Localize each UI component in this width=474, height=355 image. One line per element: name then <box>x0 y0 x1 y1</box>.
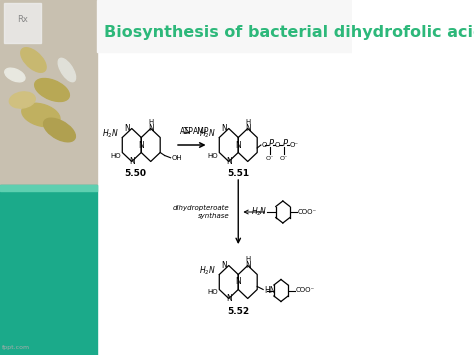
Text: AMP: AMP <box>193 126 210 136</box>
Text: O⁻: O⁻ <box>289 142 298 148</box>
Ellipse shape <box>22 103 60 127</box>
Text: O: O <box>275 142 281 148</box>
Text: $H_2N$: $H_2N$ <box>200 264 216 277</box>
Text: HO: HO <box>110 153 121 158</box>
Text: HO: HO <box>207 289 218 295</box>
Text: N: N <box>226 157 232 166</box>
Text: N: N <box>236 141 241 149</box>
Text: H: H <box>245 256 250 262</box>
Text: O: O <box>262 142 267 148</box>
Text: O⁻: O⁻ <box>266 156 274 161</box>
Bar <box>97 0 352 52</box>
Text: COO⁻: COO⁻ <box>296 288 315 294</box>
Text: N: N <box>221 261 227 270</box>
Text: fppt.com: fppt.com <box>2 345 30 350</box>
Text: N: N <box>236 278 241 286</box>
Text: N: N <box>245 261 251 270</box>
Ellipse shape <box>9 92 35 108</box>
Bar <box>97 0 352 355</box>
Text: N: N <box>221 124 227 133</box>
Text: $H_2N$: $H_2N$ <box>102 127 119 140</box>
Bar <box>4 3 41 43</box>
Text: H: H <box>245 119 250 125</box>
Text: Biosynthesis of bacterial dihydrofolic acid: Biosynthesis of bacterial dihydrofolic a… <box>104 26 474 40</box>
Text: H: H <box>148 119 154 125</box>
Text: ATP: ATP <box>180 126 193 136</box>
Ellipse shape <box>5 68 25 82</box>
Text: N: N <box>129 157 135 166</box>
Text: dihydropteroate
synthase: dihydropteroate synthase <box>173 206 229 219</box>
Text: OH: OH <box>171 155 182 161</box>
Text: COO⁻: COO⁻ <box>298 209 317 215</box>
Bar <box>0 0 97 185</box>
Text: Rx: Rx <box>17 16 28 24</box>
Ellipse shape <box>35 78 69 102</box>
Ellipse shape <box>44 118 75 142</box>
Text: $H_2N$: $H_2N$ <box>200 127 216 140</box>
Text: 5.52: 5.52 <box>227 307 249 317</box>
Ellipse shape <box>58 58 75 82</box>
Text: HN: HN <box>264 286 275 295</box>
Text: HO: HO <box>207 153 218 158</box>
Text: $H_2\!N$: $H_2\!N$ <box>251 206 266 218</box>
Bar <box>0 185 97 355</box>
Bar <box>0 185 97 191</box>
Text: 5.51: 5.51 <box>227 169 249 178</box>
Text: N: N <box>138 141 144 149</box>
Text: N: N <box>245 124 251 133</box>
Text: P: P <box>268 140 273 148</box>
Text: N: N <box>226 294 232 303</box>
Text: P: P <box>283 140 287 148</box>
Text: 5.50: 5.50 <box>125 169 146 178</box>
Text: O⁻: O⁻ <box>280 156 288 161</box>
Text: N: N <box>148 124 154 133</box>
Text: N: N <box>124 124 130 133</box>
Ellipse shape <box>21 48 46 72</box>
